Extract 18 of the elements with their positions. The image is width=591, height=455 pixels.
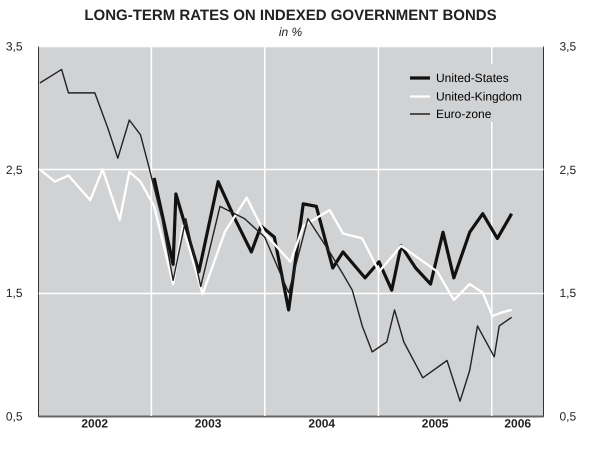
chart-title: LONG-TERM RATES ON INDEXED GOVERNMENT BONDS bbox=[84, 7, 497, 24]
x-tick-label: 2004 bbox=[308, 416, 336, 430]
x-tick-label: 2002 bbox=[81, 416, 108, 430]
x-tick-label: 2003 bbox=[194, 416, 222, 430]
y-tick-label: 2,5 bbox=[6, 162, 23, 177]
x-tick-label: 2005 bbox=[422, 416, 449, 430]
y2-tick-label: 1,5 bbox=[560, 286, 577, 300]
y2-tick-label: 3,5 bbox=[560, 40, 577, 54]
y-tick-label: 3,5 bbox=[6, 40, 23, 54]
y-tick-label: 1,5 bbox=[6, 286, 23, 300]
y2-tick-label: 0,5 bbox=[560, 410, 577, 424]
chart-subtitle: in % bbox=[278, 25, 302, 39]
legend-label: Euro-zone bbox=[436, 107, 492, 121]
legend-label: United-States bbox=[436, 71, 509, 85]
x-tick-label: 2006 bbox=[504, 416, 532, 430]
y-tick-label: 0,5 bbox=[6, 410, 23, 424]
y2-tick-label: 2,5 bbox=[560, 162, 577, 177]
legend-label: United-Kingdom bbox=[436, 90, 522, 104]
